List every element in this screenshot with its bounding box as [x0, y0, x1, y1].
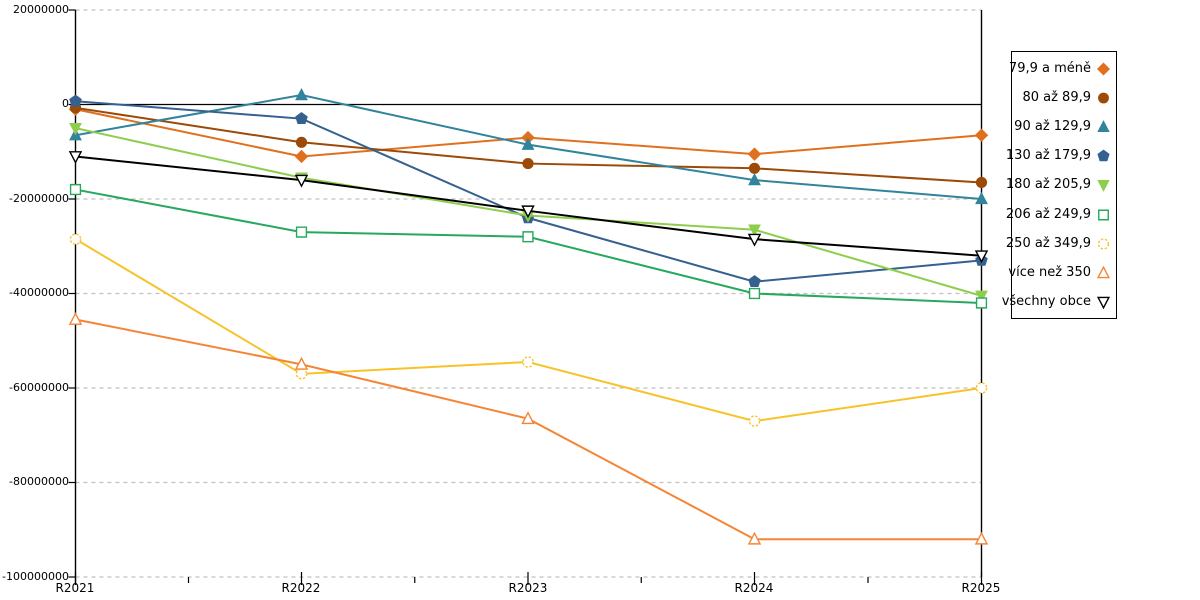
series-marker: [295, 112, 308, 125]
legend-item: 90 až 129,9: [1012, 113, 1116, 141]
series-marker: [69, 122, 82, 136]
triangle-up-outline-icon: [1096, 265, 1111, 279]
y-tick-label: -100000000: [2, 570, 69, 583]
y-tick-label: -80000000: [9, 475, 69, 488]
series-marker: [748, 275, 761, 288]
series-marker: [975, 176, 988, 189]
legend-label: všechny obce: [1001, 293, 1091, 309]
x-tick-label: R2024: [734, 581, 774, 595]
legend-label: 90 až 129,9: [1014, 119, 1091, 135]
y-tick-label: -40000000: [9, 286, 69, 299]
y-tick-label: 0: [62, 97, 69, 110]
series-marker: [748, 415, 761, 427]
series-marker: [974, 128, 989, 142]
series-marker: [294, 174, 309, 188]
legend-label: 79,9 a méně: [1008, 61, 1091, 77]
series-marker: [1098, 209, 1109, 221]
series-marker: [975, 382, 988, 394]
series-marker: [747, 233, 762, 247]
series-marker: [294, 356, 309, 370]
series-marker: [974, 250, 989, 264]
series-marker: [748, 173, 761, 186]
series-marker: [69, 233, 82, 245]
series-marker: [747, 147, 762, 161]
series-marker: [747, 531, 762, 545]
triangle-down-icon: [1097, 180, 1110, 193]
legend-label: 130 až 179,9: [1005, 148, 1091, 164]
x-tick-label: R2022: [281, 581, 321, 595]
series-marker: [295, 226, 308, 238]
series-marker: [521, 137, 535, 150]
series-marker: [975, 290, 988, 303]
series-marker: [1096, 265, 1111, 279]
series-marker: [295, 136, 308, 148]
legend-label: 250 až 349,9: [1005, 235, 1091, 251]
x-tick-label: R2025: [961, 581, 1001, 595]
legend-item: 180 až 205,9: [1006, 171, 1116, 199]
legend-label: více než 350: [1008, 264, 1091, 280]
series-marker: [69, 94, 82, 107]
series-marker: [1097, 149, 1110, 162]
series-marker: [68, 151, 83, 164]
chart-legend: 79,9 a méně 80 až 89,9 90 až 129,9 130 a…: [1002, 51, 1117, 319]
legend-label: 206 až 249,9: [1005, 206, 1091, 222]
series-marker: [748, 162, 761, 174]
legend-item: 80 až 89,9: [1012, 84, 1116, 112]
y-tick-label: 20000000: [13, 3, 69, 16]
series-marker: [1097, 180, 1110, 193]
series-marker: [522, 231, 534, 243]
series-marker: [1098, 92, 1109, 104]
legend-label: 180 až 205,9: [1005, 177, 1091, 193]
series-marker: [521, 205, 535, 219]
x-tick-label: R2021: [55, 581, 95, 595]
square-outline-icon: [1098, 209, 1109, 221]
series-marker: [975, 191, 988, 205]
series-marker: [1096, 296, 1111, 309]
series-marker: [295, 87, 308, 101]
series-marker: [1096, 62, 1111, 76]
dashed-circle-icon: [1097, 238, 1110, 250]
y-tick-label: -60000000: [9, 381, 69, 394]
pentagon-icon: [1097, 149, 1110, 162]
series-marker: [1097, 120, 1110, 133]
x-tick-label: R2023: [508, 581, 548, 595]
series-marker: [295, 368, 308, 380]
series-line: [75, 318, 982, 541]
legend-item: 130 až 179,9: [1006, 142, 1116, 170]
series-marker: [521, 411, 535, 425]
series-marker: [69, 183, 82, 196]
legend-label: 80 až 89,9: [1022, 90, 1091, 106]
series-marker: [294, 149, 309, 164]
legend-item: všechny obce: [1002, 287, 1116, 315]
filled-circle-icon: [1098, 92, 1109, 104]
series-marker: [522, 356, 534, 368]
series-marker: [974, 531, 989, 545]
legend-item: 206 až 249,9: [1006, 200, 1116, 228]
series-marker: [68, 311, 83, 325]
legend-item: 250 až 349,9: [1006, 229, 1116, 257]
series-marker: [522, 157, 534, 170]
triangle-up-icon: [1097, 120, 1110, 133]
triangle-down-outline-icon: [1096, 296, 1111, 309]
legend-item: více než 350: [1008, 258, 1116, 286]
y-tick-label: -20000000: [9, 192, 69, 205]
series-marker: [748, 224, 761, 237]
diamond-icon: [1096, 62, 1111, 76]
legend-item: 79,9 a méně: [1008, 55, 1116, 83]
series-line: [74, 238, 982, 423]
series-marker: [748, 287, 761, 300]
series-marker: [1097, 238, 1110, 250]
series-marker: [975, 297, 988, 309]
